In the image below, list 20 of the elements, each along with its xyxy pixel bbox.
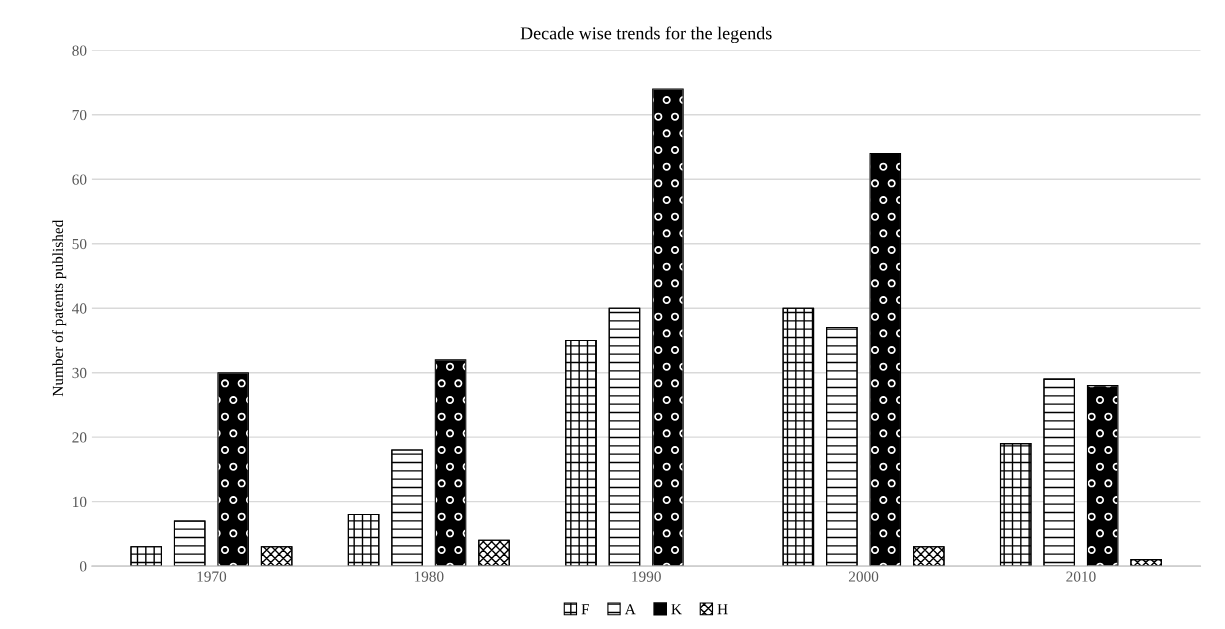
- legend-label: K: [671, 604, 682, 615]
- y-tick-label: 10: [73, 496, 87, 508]
- y-tick-label: 50: [72, 238, 87, 250]
- y-tick-label: 20: [72, 432, 87, 443]
- y-tick-label: 70: [72, 109, 87, 121]
- y-tick-label: 40: [72, 303, 87, 314]
- y-tick-label: 30: [72, 367, 87, 379]
- y-tick-label: 0: [79, 561, 87, 572]
- chart-title: Decade wise trends for the legends: [520, 26, 772, 44]
- x-tick-label: 2010: [1066, 571, 1096, 582]
- y-axis-title: Number of patents published: [52, 219, 67, 397]
- legend-label: F: [581, 604, 590, 615]
- y-tick-label: 80: [72, 45, 87, 56]
- x-tick-label: 2000: [848, 571, 879, 582]
- legend-label: H: [717, 604, 728, 615]
- y-tick-label: 60: [72, 174, 87, 185]
- x-tick-label: 1970: [197, 571, 227, 582]
- x-tick-label: 1990: [632, 571, 661, 582]
- legend-label: A: [624, 604, 636, 615]
- x-tick-label: 1980: [414, 571, 444, 582]
